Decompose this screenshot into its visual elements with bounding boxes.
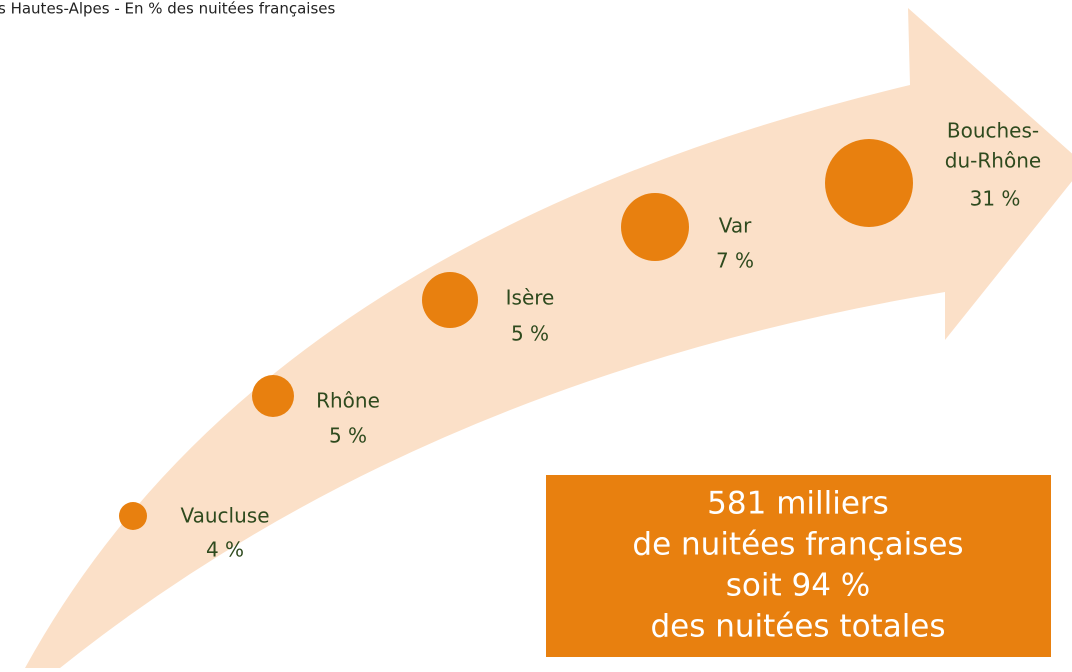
summary-line: soit 94 %: [726, 568, 871, 604]
summary-line: 581 milliers: [707, 486, 889, 522]
item-share: 5 %: [511, 322, 549, 346]
arrow: [25, 8, 1072, 668]
item-share: 31 %: [970, 187, 1021, 211]
bubble: [825, 139, 913, 227]
bubble: [119, 502, 147, 530]
item-name: Bouches-: [947, 119, 1039, 143]
bubble: [422, 272, 478, 328]
summary-line: des nuitées totales: [650, 609, 945, 645]
item-name: Vaucluse: [180, 504, 269, 528]
item-share: 4 %: [206, 538, 244, 562]
summary-line: de nuitées françaises: [632, 527, 963, 563]
item-share: 5 %: [329, 424, 367, 448]
item-name: Isère: [506, 286, 555, 310]
bubble: [621, 193, 689, 261]
item-name: du-Rhône: [945, 149, 1041, 173]
summary-box: [546, 475, 1051, 657]
title: s Hautes-Alpes - En % des nuitées frança…: [0, 0, 336, 18]
item-name: Rhône: [316, 389, 380, 413]
item-share: 7 %: [716, 249, 754, 273]
item-name: Var: [719, 214, 752, 238]
bubble: [252, 375, 294, 417]
